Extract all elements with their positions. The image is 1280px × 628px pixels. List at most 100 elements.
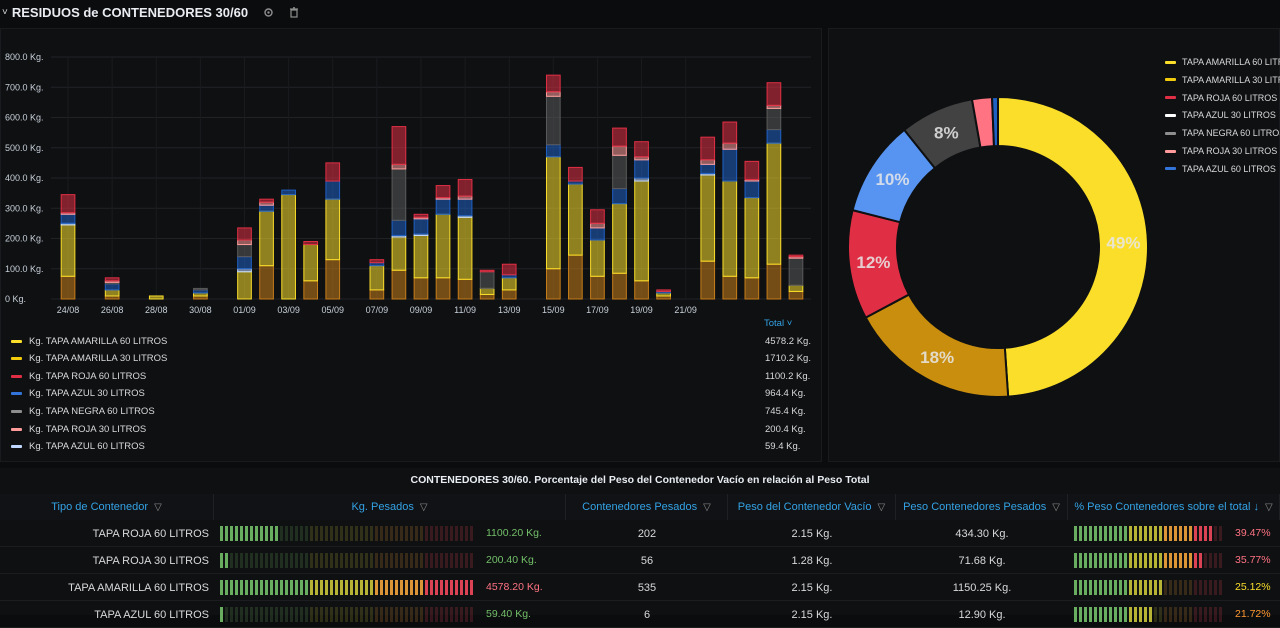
bar-segment[interactable] — [501, 263, 517, 276]
bar-segment[interactable] — [744, 160, 760, 181]
bar-segment[interactable] — [281, 189, 296, 196]
bar-segment[interactable] — [259, 265, 274, 300]
bar-segment[interactable] — [391, 219, 407, 236]
column-header[interactable]: Kg. Pesados ▽ — [214, 494, 566, 520]
bar-segment[interactable] — [325, 180, 341, 200]
column-header[interactable]: Peso del Contenedor Vacío ▽ — [728, 494, 896, 520]
bar-segment[interactable] — [237, 244, 252, 258]
bar-segment[interactable] — [303, 280, 319, 300]
bar-segment[interactable] — [744, 197, 760, 279]
bar-segment[interactable] — [303, 244, 319, 282]
bar-segment[interactable] — [60, 194, 76, 214]
bar-segment[interactable] — [369, 259, 385, 264]
bar-segment[interactable] — [700, 159, 716, 165]
bar-segment[interactable] — [104, 283, 120, 291]
donut-chart-panel[interactable]: 49% 18% 12% 10% 8% TAPA AMARILLA 60 LITROS TA… — [828, 28, 1280, 462]
bar-segment[interactable] — [60, 224, 76, 277]
bar-segment[interactable] — [104, 277, 120, 282]
bar-segment[interactable] — [656, 289, 671, 292]
bar-segment[interactable] — [634, 180, 649, 282]
bar-segment[interactable] — [766, 129, 782, 144]
legend-item[interactable]: Kg. TAPA AMARILLA 60 LITROS 4578.2 Kg. — [11, 332, 811, 350]
bar-segment[interactable] — [193, 287, 208, 291]
bar-segment[interactable] — [722, 275, 738, 300]
bar-segment[interactable] — [590, 209, 605, 224]
legend-item[interactable]: Kg. TAPA ROJA 30 LITROS 200.4 Kg. — [11, 420, 811, 438]
donut-legend-item[interactable]: TAPA NEGRA 60 LITROS — [1165, 128, 1280, 138]
bar-segment[interactable] — [744, 277, 760, 300]
bar-segment[interactable] — [700, 260, 716, 300]
bar-segment[interactable] — [391, 269, 407, 300]
bar-segment[interactable] — [479, 271, 495, 289]
bar-segment[interactable] — [413, 277, 429, 300]
bar-segment[interactable] — [590, 222, 605, 229]
filter-icon[interactable]: ▽ — [877, 501, 886, 513]
bar-segment[interactable] — [788, 254, 804, 258]
bar-segment[interactable] — [435, 198, 451, 215]
bar-segment[interactable] — [413, 234, 429, 279]
gear-icon[interactable] — [262, 6, 274, 18]
bar-segment[interactable] — [722, 180, 738, 277]
bar-segment[interactable] — [391, 168, 407, 221]
bar-segment[interactable] — [634, 280, 649, 300]
donut-slice[interactable] — [990, 95, 999, 148]
table-panel[interactable]: CONTENEDORES 30/60. Porcentaje del Peso … — [0, 468, 1280, 628]
row-header[interactable]: ˅ RESIDUOS de CONTENEDORES 30/60 — [0, 0, 1280, 24]
bar-segment[interactable] — [325, 259, 341, 300]
filter-icon[interactable]: ▽ — [1264, 501, 1273, 513]
column-header[interactable]: Tipo de Contenedor ▽ — [0, 494, 214, 520]
bar-segment[interactable] — [766, 142, 782, 265]
table-row[interactable] — [0, 547, 1280, 574]
bar-segment[interactable] — [766, 82, 782, 106]
bar-segment[interactable] — [303, 241, 319, 246]
bar-segment[interactable] — [457, 216, 473, 280]
bar-segment[interactable] — [148, 295, 164, 300]
bar-segment[interactable] — [700, 136, 716, 161]
legend-total-header[interactable]: Total ˅ — [764, 318, 793, 329]
bar-segment[interactable] — [722, 148, 738, 182]
bar-segment[interactable] — [104, 289, 120, 297]
bar-segment[interactable] — [60, 213, 76, 224]
bar-segment[interactable] — [612, 272, 627, 300]
bar-segment[interactable] — [435, 277, 451, 300]
bar-segment[interactable] — [788, 284, 804, 292]
bar-segment[interactable] — [590, 239, 605, 277]
trash-icon[interactable] — [288, 6, 300, 18]
bar-segment[interactable] — [590, 275, 605, 300]
bar-segment[interactable] — [391, 126, 407, 165]
donut-legend-item[interactable]: TAPA ROJA 30 LITROS — [1165, 146, 1277, 156]
column-header[interactable]: Peso Contenedores Pesados ▽ — [896, 494, 1068, 520]
bar-chart-panel[interactable]: 0 Kg. 100.0 Kg. 200.0 Kg. 300.0 Kg. 400.0 Kg… — [0, 28, 822, 462]
donut-legend-item[interactable]: TAPA AZUL 30 LITROS — [1165, 110, 1276, 120]
donut-legend-item[interactable]: TAPA AZUL 60 LITROS — [1165, 164, 1276, 174]
filter-icon[interactable]: ▽ — [154, 501, 162, 513]
bar-segment[interactable] — [457, 198, 473, 217]
legend-item[interactable]: Kg. TAPA AZUL 60 LITROS 59.4 Kg. — [11, 438, 811, 456]
donut-chart[interactable]: 49% 18% 12% 10% 8% — [829, 29, 1159, 463]
bar-segment[interactable] — [568, 183, 583, 256]
legend-item[interactable]: Kg. TAPA AMARILLA 30 LITROS 1710.2 Kg. — [11, 350, 811, 368]
column-header[interactable]: Contenedores Pesados ▽ — [566, 494, 728, 520]
bar-segment[interactable] — [237, 271, 252, 300]
donut-slice[interactable] — [997, 95, 1149, 398]
bar-segment[interactable] — [612, 203, 627, 274]
bar-segment[interactable] — [479, 269, 495, 273]
donut-legend-item[interactable]: TAPA AMARILLA 60 LITROS — [1165, 57, 1280, 67]
bar-segment[interactable] — [788, 257, 804, 286]
bar-segment[interactable] — [634, 141, 649, 158]
bar-segment[interactable] — [700, 163, 716, 174]
bar-segment[interactable] — [413, 213, 429, 218]
bar-segment[interactable] — [413, 218, 429, 235]
donut-slice[interactable] — [864, 293, 1010, 398]
stacked-bar-chart[interactable]: 0 Kg. 100.0 Kg. 200.0 Kg. 300.0 Kg. 400.0 Kg… — [1, 29, 821, 319]
bar-segment[interactable] — [545, 156, 561, 270]
bar-segment[interactable] — [237, 227, 252, 241]
bar-segment[interactable] — [435, 185, 451, 199]
column-header[interactable]: % Peso Contenedores sobre el total ↓ ▽ — [1068, 494, 1280, 520]
bar-segment[interactable] — [281, 194, 296, 300]
bar-segment[interactable] — [722, 121, 738, 144]
filter-icon[interactable]: ▽ — [1052, 501, 1060, 513]
donut-legend-item[interactable]: TAPA ROJA 60 LITROS — [1165, 93, 1277, 103]
bar-segment[interactable] — [545, 144, 561, 158]
bar-segment[interactable] — [545, 95, 561, 146]
